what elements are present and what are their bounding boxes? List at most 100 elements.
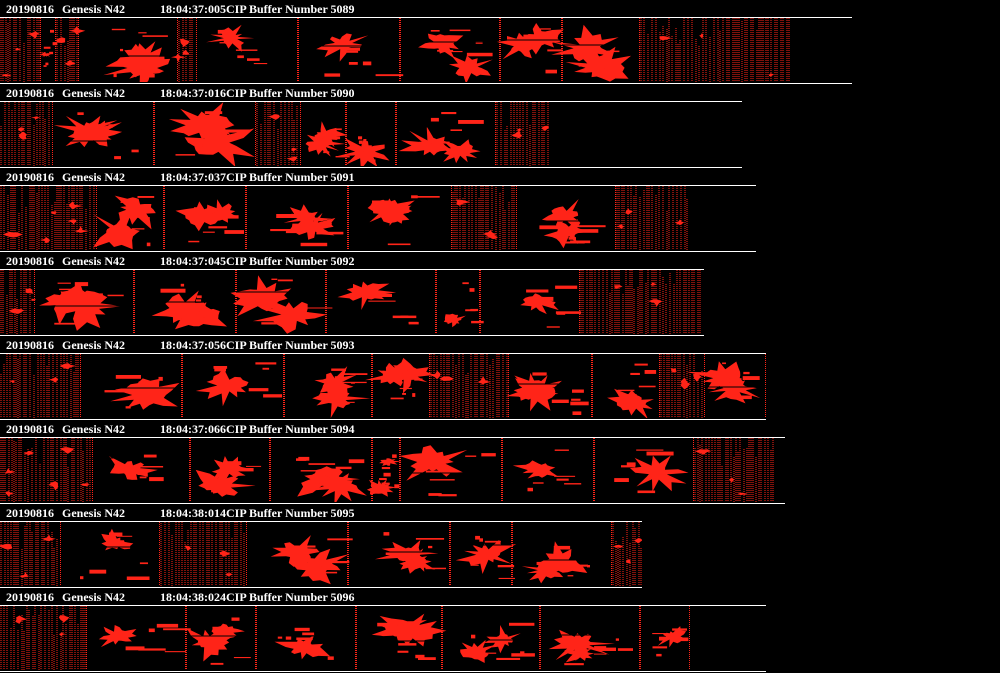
buffer-top-rule xyxy=(0,101,742,102)
buffer-bottom-rule xyxy=(0,167,742,168)
particle-image-frame xyxy=(300,102,350,166)
particle-image-frame xyxy=(400,18,500,82)
noise-frame xyxy=(60,186,95,250)
buffer-header: 20190816 Genesis N42 18:04:37:045 CIP Buff… xyxy=(6,254,355,268)
buffer-time: 18:04:37:037 xyxy=(160,170,226,184)
particle-image-canvas xyxy=(0,438,774,502)
particle-image-strip xyxy=(0,354,766,419)
particle-image-canvas xyxy=(0,270,701,334)
particle-image-frame xyxy=(450,522,517,586)
particle-image-strip xyxy=(0,522,642,587)
probe-name: Genesis N42 xyxy=(62,590,125,604)
particle-image-frame xyxy=(80,354,182,418)
cip-buffer-record: 20190816 Genesis N42 18:04:37:005 CIP Buff… xyxy=(0,0,1000,84)
particle-image-frame xyxy=(594,438,694,502)
particle-image-frame xyxy=(164,186,246,250)
noise-frame xyxy=(0,522,58,586)
buffer-bottom-rule xyxy=(0,251,756,252)
buffer-top-rule xyxy=(0,605,766,606)
noise-frame xyxy=(0,102,50,166)
buffer-date: 20190816 xyxy=(6,506,54,520)
buffer-number-label: CIP Buffer Number 5089 xyxy=(226,2,355,16)
particle-image-frame xyxy=(442,606,540,670)
particle-image-frame xyxy=(364,354,435,418)
buffer-date: 20190816 xyxy=(6,86,54,100)
noise-frame xyxy=(616,186,688,250)
buffer-time: 18:04:38:024 xyxy=(160,590,226,604)
buffer-time: 18:04:38:014 xyxy=(160,506,226,520)
buffer-time: 18:04:37:056 xyxy=(160,338,226,352)
buffer-number-label: CIP Buffer Number 5090 xyxy=(226,86,355,100)
cip-buffer-record: 20190816 Genesis N42 18:04:37:045 CIP Buff… xyxy=(0,252,1000,336)
buffer-number-label: CIP Buffer Number 5093 xyxy=(226,338,355,352)
particle-image-frame xyxy=(496,18,564,82)
particle-image-frame xyxy=(60,522,160,586)
buffer-bottom-rule xyxy=(0,503,785,504)
noise-frame xyxy=(0,606,86,670)
buffer-date: 20190816 xyxy=(6,254,54,268)
buffer-header: 20190816 Genesis N42 18:04:37:066 CIP Buff… xyxy=(6,422,355,436)
particle-image-frame xyxy=(516,186,616,250)
particle-image-frame xyxy=(78,18,178,82)
buffer-header: 20190816 Genesis N42 18:04:37:005 CIP Buff… xyxy=(6,2,355,16)
particle-image-canvas xyxy=(0,18,790,82)
particle-image-frame xyxy=(86,606,191,670)
buffer-header: 20190816 Genesis N42 18:04:38:014 CIP Buff… xyxy=(6,506,355,520)
buffer-top-rule xyxy=(0,437,785,438)
buffer-time: 18:04:37:066 xyxy=(160,422,226,436)
noise-frame xyxy=(0,354,79,418)
particle-image-frame xyxy=(34,270,134,334)
noise-frame xyxy=(0,438,49,502)
buffer-header: 20190816 Genesis N42 18:04:37:056 CIP Buff… xyxy=(6,338,355,352)
buffer-bottom-rule xyxy=(0,419,766,420)
particle-image-frame xyxy=(92,438,190,502)
noise-frame xyxy=(640,18,790,82)
particle-image-strip xyxy=(0,438,776,503)
buffer-top-rule xyxy=(0,269,704,270)
particle-image-frame xyxy=(52,102,154,166)
particle-image-frame xyxy=(512,522,612,586)
particle-image-frame xyxy=(399,438,502,502)
particle-image-frame xyxy=(186,606,256,670)
particle-image-frame xyxy=(506,354,592,418)
particle-image-frame xyxy=(348,522,450,586)
buffer-number-label: CIP Buffer Number 5092 xyxy=(226,254,355,268)
particle-image-frame xyxy=(284,354,372,418)
probe-name: Genesis N42 xyxy=(62,254,125,268)
noise-frame xyxy=(428,354,508,418)
particle-image-frame xyxy=(230,270,333,334)
particle-image-frame xyxy=(436,270,484,334)
noise-frame xyxy=(612,522,642,586)
noise-frame xyxy=(171,18,193,82)
noise-frame xyxy=(0,186,60,250)
buffer-bottom-rule xyxy=(0,587,642,588)
noise-frame xyxy=(55,18,86,82)
buffer-date: 20190816 xyxy=(6,338,54,352)
buffer-top-rule xyxy=(0,521,642,522)
particle-image-canvas xyxy=(0,522,642,586)
cip-buffer-record: 20190816 Genesis N42 18:04:37:016 CIP Buff… xyxy=(0,84,1000,168)
particle-image-strip xyxy=(0,186,688,251)
buffer-header: 20190816 Genesis N42 18:04:37:037 CIP Buff… xyxy=(6,170,355,184)
particle-image-canvas xyxy=(0,102,549,166)
particle-image-frame xyxy=(92,186,164,250)
particle-image-frame xyxy=(134,270,236,334)
particle-image-canvas xyxy=(0,186,688,250)
buffer-top-rule xyxy=(0,353,766,354)
buffer-number-label: CIP Buffer Number 5094 xyxy=(226,422,355,436)
particle-image-strip xyxy=(0,102,550,167)
noise-frame xyxy=(694,438,774,502)
cip-buffer-record: 20190816 Genesis N42 18:04:37:066 CIP Buff… xyxy=(0,420,1000,504)
noise-frame xyxy=(0,18,40,82)
buffer-date: 20190816 xyxy=(6,590,54,604)
buffer-header: 20190816 Genesis N42 18:04:38:024 CIP Buff… xyxy=(6,590,355,604)
cip-buffer-record: 20190816 Genesis N42 18:04:37:037 CIP Buff… xyxy=(0,168,1000,252)
noise-frame xyxy=(0,270,37,334)
particle-image-frame xyxy=(348,186,452,250)
particle-image-frame xyxy=(502,438,594,502)
particle-image-frame xyxy=(270,438,372,502)
particle-image-frame xyxy=(334,102,396,166)
buffer-time: 18:04:37:005 xyxy=(160,2,226,16)
noise-frame xyxy=(160,522,245,586)
